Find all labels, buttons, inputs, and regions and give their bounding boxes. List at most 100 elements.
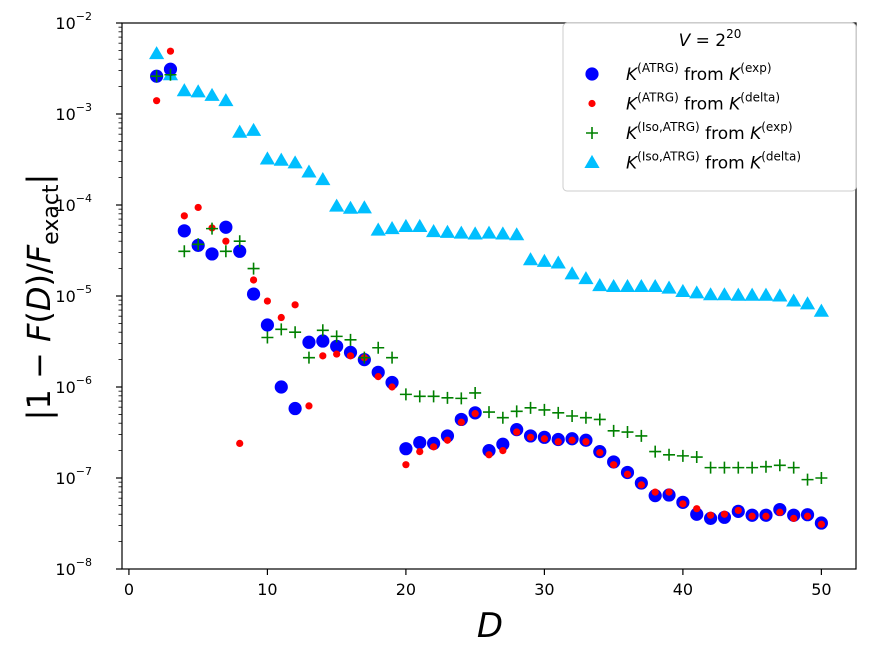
x-axis-title: D	[477, 606, 503, 646]
data-point	[443, 436, 452, 444]
data-point	[582, 438, 590, 446]
data-point	[455, 392, 468, 405]
data-point	[330, 339, 344, 353]
data-point	[665, 488, 673, 496]
data-point	[524, 401, 537, 414]
data-point	[316, 324, 329, 337]
data-point	[178, 245, 191, 258]
data-point	[416, 448, 424, 456]
data-point	[815, 472, 828, 484]
svg-text:|1 − F(D)/Fexact|: |1 − F(D)/Fexact|	[20, 174, 64, 421]
legend-label-0: K(ATRG) from K(exp)	[626, 61, 772, 85]
y-tick-label: 10−3	[55, 101, 92, 124]
y-axis: 10−8 10−7 10−6 10−5 10−4 10−3 10−2	[55, 10, 122, 579]
data-point	[149, 46, 165, 60]
data-point	[499, 447, 507, 455]
data-point	[689, 285, 705, 299]
data-point	[623, 470, 632, 478]
data-point	[592, 278, 608, 292]
data-point	[803, 512, 812, 520]
data-point	[249, 276, 258, 284]
data-point	[772, 288, 788, 302]
data-point	[356, 200, 372, 214]
data-point	[813, 303, 829, 317]
series-3	[149, 46, 829, 317]
y-tick-label: 10−7	[55, 465, 92, 488]
data-point	[287, 155, 303, 169]
x-tick-label: 50	[811, 580, 831, 599]
legend-label-1: K(ATRG) from K(delta)	[626, 91, 780, 115]
data-point	[746, 461, 759, 474]
series-2	[150, 68, 828, 486]
data-point	[633, 278, 649, 293]
data-point	[704, 461, 717, 474]
legend-title: V = 220	[679, 27, 742, 51]
data-point	[526, 433, 535, 441]
data-point	[315, 172, 331, 186]
data-point	[289, 326, 302, 339]
data-point	[426, 224, 442, 238]
data-point	[579, 411, 592, 424]
data-point	[607, 424, 620, 437]
data-point	[370, 222, 386, 236]
data-point	[457, 418, 465, 426]
data-point	[342, 200, 359, 214]
data-point	[540, 435, 548, 443]
data-point	[329, 198, 345, 212]
data-point	[190, 84, 206, 98]
data-point	[568, 436, 576, 444]
data-point	[817, 520, 825, 528]
data-point	[702, 287, 719, 301]
legend-label-2: K(Iso,ATRG) from K(exp)	[626, 120, 793, 144]
data-point	[732, 461, 745, 474]
data-point	[222, 237, 230, 245]
data-point	[606, 278, 622, 293]
legend-box	[562, 22, 857, 192]
x-tick-label: 40	[673, 580, 693, 599]
data-point	[635, 429, 648, 442]
data-point	[663, 448, 676, 461]
data-point	[413, 390, 426, 403]
series-1	[153, 47, 825, 528]
data-point	[273, 152, 289, 166]
data-point	[453, 225, 469, 239]
y-tick-label: 10−6	[55, 374, 92, 397]
data-point	[246, 287, 261, 301]
data-point	[619, 278, 636, 293]
data-point	[439, 224, 456, 238]
data-point	[706, 511, 715, 519]
data-point	[676, 449, 689, 462]
data-point	[675, 283, 691, 297]
data-point	[441, 391, 454, 404]
data-point	[801, 473, 814, 486]
y-tick-label: 10−4	[55, 192, 92, 215]
data-point	[219, 220, 233, 234]
data-point	[647, 278, 663, 293]
data-point	[399, 442, 413, 456]
data-point	[302, 335, 316, 349]
data-point	[301, 164, 317, 178]
data-point	[291, 301, 299, 309]
legend-marker-2	[586, 127, 598, 139]
data-point	[786, 293, 802, 307]
data-point	[233, 244, 247, 258]
y-tick-label: 10−8	[55, 556, 92, 579]
data-point	[496, 411, 509, 424]
data-point	[344, 333, 357, 346]
data-point	[799, 296, 816, 310]
data-point	[552, 406, 565, 419]
data-point	[690, 451, 703, 464]
data-point	[412, 218, 428, 233]
x-tick-label: 0	[124, 580, 134, 599]
data-point	[275, 323, 288, 336]
data-point	[759, 460, 772, 473]
x-tick-label: 30	[534, 580, 554, 599]
data-point	[384, 221, 400, 235]
data-point	[180, 212, 188, 220]
data-point	[177, 224, 191, 238]
data-point	[621, 426, 634, 439]
data-point	[346, 352, 355, 360]
data-point	[413, 435, 427, 450]
data-point	[730, 287, 746, 301]
